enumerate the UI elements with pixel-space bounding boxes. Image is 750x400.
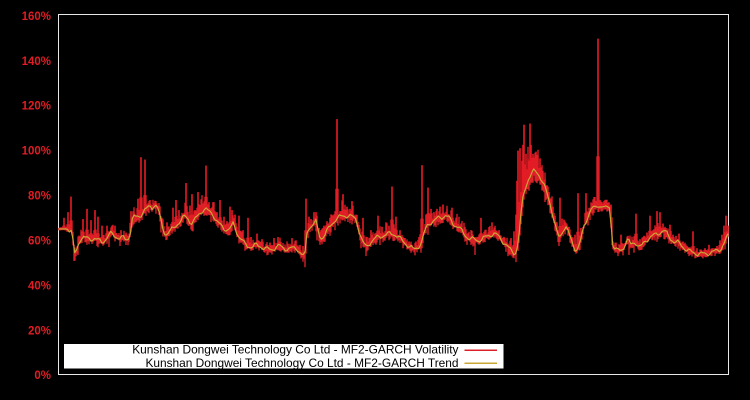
svg-text:Kunshan Dongwei Technology Co: Kunshan Dongwei Technology Co Ltd - MF2-… (145, 356, 458, 370)
svg-text:100%: 100% (22, 146, 51, 158)
svg-text:20%: 20% (28, 325, 51, 337)
svg-text:160%: 160% (22, 11, 51, 23)
svg-text:Kunshan Dongwei Technology Co: Kunshan Dongwei Technology Co Ltd - MF2-… (132, 343, 458, 357)
svg-text:80%: 80% (28, 191, 51, 203)
svg-text:60%: 60% (28, 236, 51, 248)
svg-text:40%: 40% (28, 280, 51, 292)
svg-text:0%: 0% (34, 370, 51, 382)
svg-text:120%: 120% (22, 101, 51, 113)
svg-text:140%: 140% (22, 56, 51, 68)
